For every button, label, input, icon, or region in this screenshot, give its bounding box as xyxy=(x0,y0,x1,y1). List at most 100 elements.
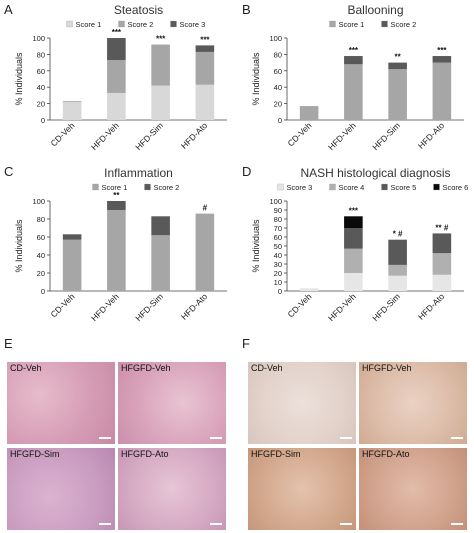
micrograph-oro-cd-veh: CD-Veh xyxy=(248,362,356,444)
y-tick-label: 20 xyxy=(37,269,45,278)
bar-segment xyxy=(344,249,363,273)
bar-segment xyxy=(433,233,452,253)
x-tick-label: HFD-Veh xyxy=(326,120,358,152)
x-tick-label: HFD-Ato xyxy=(179,120,210,151)
micrograph-label: CD-Veh xyxy=(251,363,283,373)
x-tick-label: CD-Veh xyxy=(285,120,313,148)
inflammation-chart: Inflammation Score 1 Score 2 0 20 40 60 80 100 % … xyxy=(0,163,237,333)
bar-segment xyxy=(388,63,407,70)
micrograph-he-cd-veh: CD-Veh xyxy=(7,362,115,444)
bar-segment xyxy=(433,63,452,120)
bar-segment xyxy=(388,276,407,291)
bar-segment xyxy=(388,69,407,120)
bar-segment xyxy=(433,56,452,63)
chart-title: Ballooning xyxy=(347,3,403,17)
chart-svg: Ballooning Score 1 Score 2 0 20 40 60 80 100 % In… xyxy=(237,0,474,162)
micrograph-oro-hfgfd-veh: HFGFD-Veh xyxy=(359,362,467,444)
bar-segment xyxy=(300,288,319,291)
micrograph-he-hfgfd-veh: HFGFD-Veh xyxy=(118,362,226,444)
bar-segment xyxy=(151,235,170,291)
y-tick-label: 40 xyxy=(37,251,45,260)
chart-svg: SteatosisScore 1 Score 2 Score 30204060801… xyxy=(0,0,237,162)
scale-bar xyxy=(99,437,111,439)
he-micrograph-grid: CD-Veh HFGFD-Veh HFGFD-Sim HFGFD-Ato xyxy=(7,362,231,530)
scale-bar xyxy=(210,523,222,525)
bar-segment xyxy=(63,240,82,291)
legend-swatch xyxy=(382,21,388,27)
y-tick-label: 60 xyxy=(37,67,45,76)
bar-segment xyxy=(151,45,170,86)
bar-segment xyxy=(388,240,407,265)
y-tick-label: 0 xyxy=(278,287,282,296)
y-tick-label: 20 xyxy=(274,269,282,278)
micrograph-oro-hfgfd-sim: HFGFD-Sim xyxy=(248,448,356,530)
significance-marker: # xyxy=(203,204,208,213)
micrograph-label: HFGFD-Ato xyxy=(362,449,410,459)
bar-segment xyxy=(196,52,215,85)
micrograph-he-hfgfd-ato: HFGFD-Ato xyxy=(118,448,226,530)
panel-letter-f: F xyxy=(242,336,250,351)
micrograph-oro-hfgfd-ato: HFGFD-Ato xyxy=(359,448,467,530)
significance-marker: *** xyxy=(156,35,166,44)
x-tick-label: HFD-Veh xyxy=(89,291,121,323)
bar-segment xyxy=(344,64,363,120)
x-tick-label: HFD-Ato xyxy=(416,291,447,322)
y-tick-label: 100 xyxy=(32,34,45,43)
legend-swatch xyxy=(145,184,151,190)
legend-label: Score 1 xyxy=(76,20,102,29)
scale-bar xyxy=(340,523,352,525)
micrograph-label: HFGFD-Sim xyxy=(10,449,60,459)
bar-segment xyxy=(196,214,215,291)
legend-label: Score 2 xyxy=(154,183,180,192)
y-tick-label: 0 xyxy=(41,116,45,125)
x-tick-label: HFD-Veh xyxy=(89,120,121,152)
scale-bar xyxy=(340,437,352,439)
x-tick-label: HFD-Ato xyxy=(416,120,447,151)
bar-segment xyxy=(151,216,170,235)
significance-marker: *** xyxy=(112,28,122,37)
y-tick-label: 50 xyxy=(274,242,282,251)
x-tick-label: HFD-Sim xyxy=(370,120,402,152)
y-tick-label: 40 xyxy=(274,83,282,92)
bar-segment xyxy=(151,86,170,120)
bar-segment xyxy=(63,234,82,239)
y-tick-label: 70 xyxy=(274,224,282,233)
legend-label: Score 5 xyxy=(391,183,417,192)
legend-swatch xyxy=(382,184,388,190)
scale-bar xyxy=(451,437,463,439)
bar-segment xyxy=(344,56,363,64)
y-tick-label: 60 xyxy=(274,67,282,76)
micrograph-label: HFGFD-Veh xyxy=(362,363,412,373)
bar-segment xyxy=(196,85,215,120)
y-tick-label: 10 xyxy=(274,278,282,287)
y-tick-label: 100 xyxy=(32,197,45,206)
bar-segment xyxy=(344,216,363,228)
bar-segment xyxy=(107,201,126,210)
y-axis-label: % Individuals xyxy=(251,219,261,273)
legend-label: Score 2 xyxy=(128,20,154,29)
x-tick-label: HFD-Sim xyxy=(133,291,165,323)
y-tick-label: 100 xyxy=(269,34,282,43)
bar-segment xyxy=(344,273,363,291)
legend-swatch xyxy=(278,184,284,190)
micrograph-he-hfgfd-sim: HFGFD-Sim xyxy=(7,448,115,530)
bar-segment xyxy=(63,101,82,102)
significance-marker: ** xyxy=(395,53,402,62)
x-tick-label: HFD-Sim xyxy=(133,120,165,152)
y-axis-label: % Individuals xyxy=(14,52,24,106)
legend-swatch xyxy=(67,21,73,27)
ballooning-chart: Ballooning Score 1 Score 2 0 20 40 60 80 100% In… xyxy=(237,0,474,162)
bar-segment xyxy=(300,106,319,120)
bar-segment xyxy=(107,210,126,291)
bar-segment xyxy=(63,102,82,120)
bar-segment xyxy=(433,253,452,275)
steatosis-chart: Steatosis Score 1 Score 2 Score 3 0 20 40 60 80 1… xyxy=(0,0,237,162)
scale-bar xyxy=(99,523,111,525)
significance-marker: ** # xyxy=(435,223,448,232)
chart-svg: Inflammation Score 1 Score 2 0 20 40 60 80 100 % … xyxy=(0,163,237,333)
y-tick-label: 20 xyxy=(37,100,45,109)
bar-segment xyxy=(433,275,452,291)
micrograph-label: HFGFD-Sim xyxy=(251,449,301,459)
panel-letter-e: E xyxy=(4,336,13,351)
significance-marker: *** xyxy=(437,46,447,55)
